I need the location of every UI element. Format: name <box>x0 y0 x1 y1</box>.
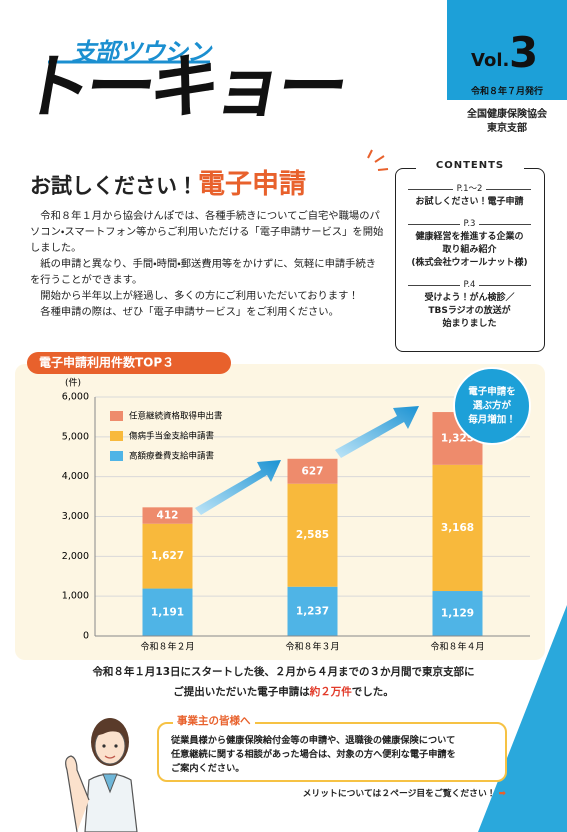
contents-item: P.1～2 お試しください！電子申請 <box>396 183 543 209</box>
bar-segment <box>287 483 338 587</box>
footer-text: メリットについては２ページ目をご覧ください！ <box>302 789 496 799</box>
legend-label: 傷病手当金支給申請書 <box>129 431 215 442</box>
volume-number: 3 <box>509 28 539 77</box>
summary: 令和８年１月13日にスタートした後、２月から４月までの３か月間で東京支部に ご提… <box>0 662 567 702</box>
data-label: 1,325 <box>441 432 474 444</box>
series-name: 支部ツウシン <box>72 38 211 66</box>
data-label: 2,585 <box>296 529 329 541</box>
chart: 電子申請利用件数TOP３ (件) 0 1,000 2,000 3,000 4,000 5,… <box>15 352 545 660</box>
summary-line: ご提出いただいた電子申請は約２万件でした。 <box>0 682 567 702</box>
contents-page: P.3 <box>396 218 543 231</box>
callout-line: 電子申請を <box>468 386 516 398</box>
data-label: 627 <box>302 465 324 477</box>
person-illustration <box>65 718 138 832</box>
y-tick-label: 5,000 <box>62 431 89 442</box>
callout-line: 毎月増加！ <box>468 414 516 426</box>
summary-highlight: 約２万件 <box>309 686 352 698</box>
article-body: 令和８年１月から協会けんぽでは、各種手続きについてご自宅や職場のパソコン・スマー… <box>30 208 386 320</box>
contents-item: P.4 受けよう！がん検診／ TBSラジオの放送が 始まりました <box>396 279 543 331</box>
y-tick-label: 6,000 <box>62 392 89 403</box>
contents-line: 受けよう！がん検診／ <box>424 293 515 303</box>
chart-tab <box>27 352 231 374</box>
bar-segment <box>142 588 193 636</box>
contents-line: お試しください！電子申請 <box>415 197 524 207</box>
issue-date: 令和８年７月発行 <box>471 87 544 97</box>
bar-segment <box>287 586 338 636</box>
contents-line: 取り組み紹介 <box>442 245 497 255</box>
volume-box: Vol. 3 令和８年７月発行 <box>447 0 567 100</box>
y-tick-label: 0 <box>83 631 89 642</box>
callout-line: 選ぶ方が <box>472 400 512 412</box>
title-main: 電子申請 <box>198 169 306 200</box>
data-label: 3,168 <box>441 522 474 534</box>
article-title: お試しください！電子申請 <box>30 162 306 201</box>
bar-segment <box>432 464 483 592</box>
paragraph: 紙の申請と異なり、手間・時間・郵送費用等をかけずに、気軽に申請手続きを行うことが… <box>30 258 377 286</box>
notice-line: 任意継続に関する相談があった場合は、対象の方へ便利な電子申請を <box>171 749 456 760</box>
bar-segment <box>142 523 193 589</box>
data-label: 1,237 <box>296 605 329 617</box>
publisher-line: 全国健康保険協会 <box>467 109 547 120</box>
title-lead: お試しください！ <box>30 174 198 198</box>
summary-text: ご提出いただいた電子申請は <box>173 686 310 698</box>
legend-swatch <box>110 451 123 461</box>
contents-line: 健康経営を推進する企業の <box>415 232 524 242</box>
spark <box>367 149 389 171</box>
volume-label: Vol. <box>471 50 510 71</box>
masthead-title: トーキョー <box>14 46 350 128</box>
notice-box: 事業主の皆様へ 従業員様から健康保険給付金等の申請や、退職後の健康保険について任… <box>157 713 507 782</box>
paragraph: 開始から半年以上が経過し、多くの方にご利用いただいております！ <box>40 290 359 302</box>
footer-arrow: ➡ <box>498 789 506 799</box>
legend-label: 高額療養費支給申請書 <box>129 451 215 462</box>
contents-line: 始まりました <box>442 319 497 329</box>
contents-line: (株式会社ウオールナット様) <box>411 258 528 268</box>
contents-page: P.4 <box>396 279 543 292</box>
bar-segment <box>432 591 483 636</box>
contents-heading: CONTENTS <box>416 160 524 171</box>
contents-item: P.3 健康経営を推進する企業の 取り組み紹介 (株式会社ウオールナット様) <box>396 218 543 270</box>
paragraph: 令和８年１月から協会けんぽでは、各種手続きについてご自宅や職場のパソコン・スマー… <box>30 210 384 254</box>
paragraph: 各種申請の際は、ぜひ「電子申請サービス」をご利用ください。 <box>40 306 339 318</box>
footer-note: メリットについては２ページ目をご覧ください！ ➡ <box>250 786 506 799</box>
x-tick-label: 令和８年２月 <box>140 641 194 653</box>
data-label: 1,191 <box>151 606 184 618</box>
summary-text: でした。 <box>351 686 394 698</box>
notice-heading: 事業主の皆様へ <box>173 713 255 728</box>
legend-swatch <box>110 431 123 441</box>
legend-label: 任意継続資格取得申出書 <box>129 411 223 422</box>
y-unit: (件) <box>65 377 81 389</box>
y-tick-label: 3,000 <box>62 511 89 522</box>
data-label: 412 <box>157 510 179 522</box>
y-tick-label: 4,000 <box>62 471 89 482</box>
legend-swatch <box>110 411 123 421</box>
y-tick-label: 1,000 <box>62 591 89 602</box>
x-tick-label: 令和８年４月 <box>430 641 484 653</box>
data-label: 1,129 <box>441 608 474 620</box>
bar-segment <box>287 458 338 484</box>
notice-line: ご案内ください。 <box>171 763 245 774</box>
publisher: 全国健康保険協会 東京支部 <box>447 108 567 136</box>
data-label: 1,627 <box>151 550 184 562</box>
contents-page: P.1～2 <box>396 183 543 196</box>
contents-line: TBSラジオの放送が <box>428 306 511 316</box>
trend-arrow <box>335 406 419 458</box>
summary-line: 令和８年１月13日にスタートした後、２月から４月までの３か月間で東京支部に <box>92 666 475 678</box>
chart-title: 電子申請利用件数TOP３ <box>39 355 174 370</box>
plot: 0 1,000 2,000 3,000 4,000 5,000 6,000 1,191 1,62… <box>62 392 530 653</box>
x-tick-label: 令和８年３月 <box>285 641 339 653</box>
notice-body: 従業員様から健康保険給付金等の申請や、退職後の健康保険について 任意継続に関する相… <box>171 734 501 776</box>
notice-line: 従業員様から健康保険給付金等の申請や、退職後の健康保険について <box>171 735 456 746</box>
trend-arrow <box>195 460 281 515</box>
publisher-line: 東京支部 <box>487 123 527 134</box>
bar-segment <box>142 507 193 524</box>
contents-box: CONTENTS P.1～2 お試しください！電子申請 P.3 健康経営を推進する企業… <box>395 160 545 352</box>
callout-bubble <box>453 367 531 445</box>
y-tick-label: 2,000 <box>62 551 89 562</box>
